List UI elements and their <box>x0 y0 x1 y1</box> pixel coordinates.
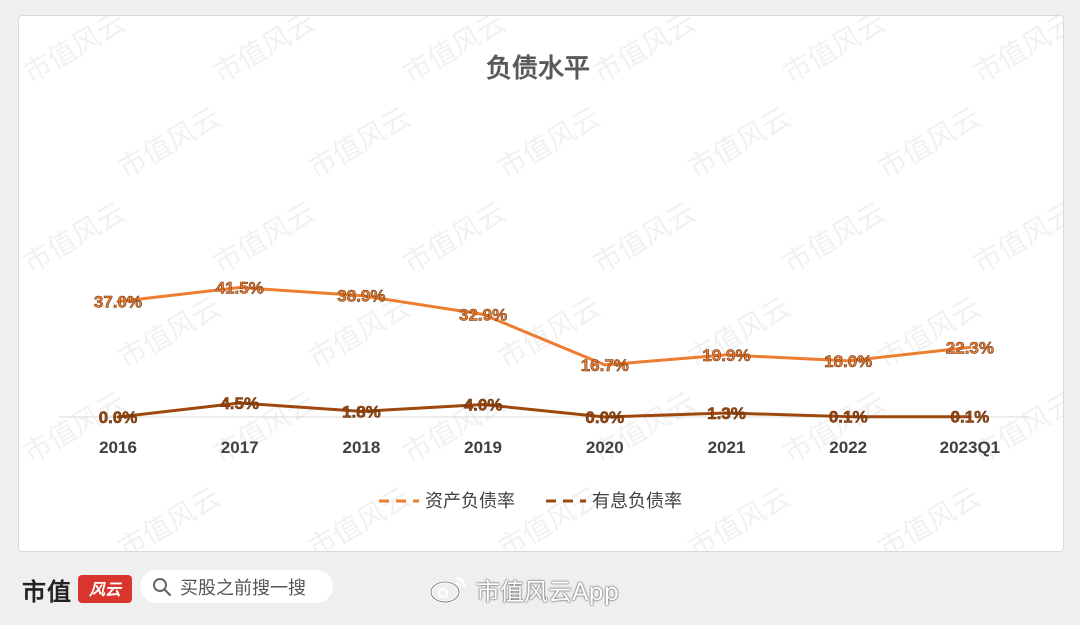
watermark-text: 市值风云 <box>19 16 131 90</box>
brand: 市值 风云 <box>22 572 132 606</box>
watermark-text: 市值风云 <box>302 480 416 551</box>
account-name: 市值风云App <box>476 577 619 606</box>
watermark-text: 市值风云 <box>777 16 891 90</box>
series-line-2 <box>116 401 972 419</box>
legend: 资产负债率 有息负债率 <box>379 491 682 512</box>
watermark-text: 市值风云 <box>1062 100 1063 185</box>
x-tick-label: 2016 <box>99 438 137 457</box>
data-label: 4.5% <box>220 394 259 413</box>
watermark-text: 市值风云 <box>777 385 891 470</box>
data-label: 37.0% <box>94 293 142 312</box>
watermark-text: 市值风云 <box>1062 290 1063 375</box>
data-label: 0.0% <box>99 408 138 427</box>
data-label: 18.0% <box>824 352 872 371</box>
x-tick-label: 2017 <box>221 438 259 457</box>
data-label: 16.7% <box>581 356 629 375</box>
brand-logo-text: 风云 <box>89 580 123 599</box>
legend-item-2: 有息负债率 <box>546 491 682 512</box>
chart-title: 负债水平 <box>486 54 590 84</box>
x-axis: 2016 2017 2018 2019 2020 2021 2022 2023Q1 <box>59 416 1029 457</box>
search-box[interactable]: 买股之前搜一搜 <box>140 570 333 603</box>
x-tick-label: 2023Q1 <box>940 438 1001 457</box>
watermark-text: 市值风云 <box>967 195 1063 280</box>
x-tick-label: 2021 <box>708 438 746 457</box>
watermark-text: 市值风云 <box>872 100 986 185</box>
chart-card: 市值风云 市值风云 市值风云 市值风云 市值风云 市值风云 市值风云 市值风云 市值风云 市值风云… <box>18 15 1064 552</box>
brand-name: 市值 <box>22 577 72 606</box>
watermark-text: 市值风云 <box>872 290 986 375</box>
data-label: 1.8% <box>342 402 381 421</box>
watermark-text: 市值风云 <box>19 195 131 280</box>
legend-label: 有息负债率 <box>592 491 682 512</box>
watermark-text: 市值风云 <box>397 195 511 280</box>
watermark-text: 市值风云 <box>587 385 701 470</box>
watermark-text: 市值风云 <box>587 16 701 90</box>
footer-bar: 市值 风云 买股之前搜一搜 市值风云App <box>0 560 1080 625</box>
data-label: 1.3% <box>707 404 746 423</box>
legend-label: 资产负债率 <box>425 491 515 512</box>
watermark-text: 市值风云 <box>302 100 416 185</box>
data-label: 0.0% <box>585 408 624 427</box>
data-labels: 37.0% 41.5% 38.9% 32.9% 16.7% 19.9% 18.0% 22.3%… <box>94 278 995 427</box>
watermark-text: 市值风云 <box>777 195 891 280</box>
weibo-account: 市值风云App <box>428 574 619 606</box>
watermark-text: 市值风云 <box>872 480 986 551</box>
legend-item-1: 资产负债率 <box>379 491 515 512</box>
watermark-text: 市值风云 <box>1062 480 1063 551</box>
data-label: 0.1% <box>951 408 990 427</box>
series-line-1 <box>116 286 972 367</box>
data-label: 19.9% <box>702 346 750 365</box>
data-label: 41.5% <box>216 279 264 298</box>
search-icon <box>153 577 172 596</box>
x-tick-label: 2022 <box>829 438 867 457</box>
watermark-text: 市值风云 <box>967 16 1063 90</box>
watermark-text: 市值风云 <box>682 100 796 185</box>
watermark-text: 市值风云 <box>967 385 1063 470</box>
watermark-text: 市值风云 <box>207 16 321 90</box>
watermark-text: 市值风云 <box>682 480 796 551</box>
series-lines <box>116 286 972 419</box>
data-label: 0.1% <box>829 408 868 427</box>
x-tick-label: 2019 <box>464 438 502 457</box>
data-label: 32.9% <box>459 305 507 324</box>
data-label: 22.3% <box>946 338 994 357</box>
weibo-icon <box>429 576 466 604</box>
watermark-text: 市值风云 <box>112 100 226 185</box>
search-placeholder: 买股之前搜一搜 <box>180 577 306 599</box>
watermark-text: 市值风云 <box>587 195 701 280</box>
data-label: 4.0% <box>464 396 503 415</box>
watermark-text: 市值风云 <box>207 195 321 280</box>
watermark-text: 市值风云 <box>19 385 131 470</box>
x-tick-label: 2018 <box>342 438 380 457</box>
x-tick-label: 2020 <box>586 438 624 457</box>
brand-logo: 风云 <box>78 575 132 603</box>
watermark-text: 市值风云 <box>112 480 226 551</box>
watermark-text: 市值风云 <box>492 100 606 185</box>
data-label: 38.9% <box>337 287 385 306</box>
